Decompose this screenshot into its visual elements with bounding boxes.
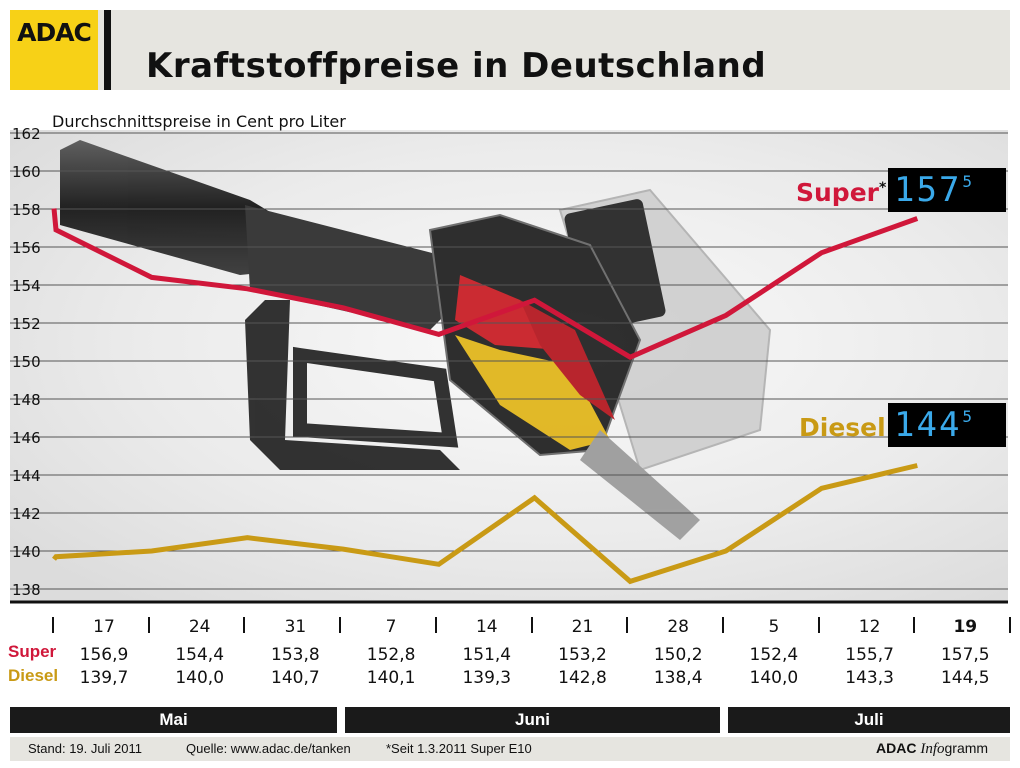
data-label-diesel: 140,1	[366, 668, 416, 688]
x-tick-label: 7	[385, 617, 397, 637]
column-divider-tick	[530, 617, 533, 633]
footer-stand: Stand: 19. Juli 2011	[28, 741, 142, 756]
x-tick-label: 12	[858, 617, 881, 637]
data-label-diesel: 142,8	[558, 668, 607, 688]
super-footnote-marker: *	[878, 180, 887, 196]
column-divider-tick	[1009, 617, 1011, 633]
column-divider-tick	[52, 617, 54, 633]
y-tick-label: 142	[12, 505, 41, 523]
y-tick-label: 156	[12, 239, 41, 257]
y-tick-label: 138	[12, 581, 41, 599]
chart-title: Kraftstoffpreise in Deutschland	[146, 46, 767, 86]
super-price-display: 1575	[888, 168, 1006, 212]
footer-note: *Seit 1.3.2011 Super E10	[386, 741, 532, 756]
data-label-diesel: 140,7	[271, 668, 320, 688]
data-label-super: 151,4	[462, 645, 512, 665]
x-tick-label: 21	[571, 617, 594, 637]
y-tick-label: 160	[12, 163, 41, 181]
x-tick-label: 5	[768, 617, 780, 637]
y-tick-label: 140	[12, 543, 41, 561]
data-label-super: 155,7	[845, 645, 894, 665]
data-label-diesel: 144,5	[940, 668, 990, 688]
column-divider-tick	[626, 617, 629, 633]
column-divider-tick	[913, 617, 916, 633]
y-tick-label: 152	[12, 315, 41, 333]
chart-subtitle: Durchschnittspreise in Cent pro Liter	[52, 112, 346, 131]
column-divider-tick	[243, 617, 246, 633]
x-tick-label: 14	[475, 617, 498, 637]
data-label-super: 152,8	[366, 645, 416, 665]
data-label-super: 153,2	[558, 645, 607, 665]
column-divider-tick	[434, 617, 437, 633]
header-bar	[10, 10, 1010, 90]
y-tick-label: 158	[12, 201, 41, 219]
data-label-super: 153,8	[271, 645, 320, 665]
x-tick-label: 17	[93, 617, 115, 637]
data-label-super: 152,4	[749, 645, 799, 665]
header-divider	[104, 10, 111, 90]
data-label-super: 156,9	[79, 645, 129, 665]
month-label-juli: Juli	[728, 707, 1010, 733]
month-label-juni: Juni	[345, 707, 720, 733]
y-tick-label: 162	[12, 125, 41, 143]
column-divider-tick	[721, 617, 724, 633]
adac-infogramm-brand: ADAC Infogramm	[876, 740, 989, 757]
diesel-price-display: 1445	[888, 403, 1006, 447]
column-divider-tick	[817, 617, 820, 633]
column-divider-tick	[147, 617, 150, 633]
x-tick-label: 31	[284, 617, 307, 637]
y-tick-label: 146	[12, 429, 41, 447]
adac-logo: ADAC	[10, 10, 98, 90]
logo-text: ADAC	[17, 18, 92, 47]
data-label-super: 157,5	[940, 645, 990, 665]
x-tick-label: 19	[953, 617, 978, 637]
x-tick-label: 24	[188, 617, 211, 637]
table-row-label-diesel: Diesel	[8, 666, 59, 685]
data-label-diesel: 139,7	[79, 668, 129, 688]
data-label-diesel: 143,3	[845, 668, 894, 688]
footer-bar	[10, 737, 1010, 761]
y-tick-label: 150	[12, 353, 41, 371]
diesel-legend-label: Diesel	[799, 413, 886, 442]
column-divider-tick	[339, 617, 342, 633]
month-label-mai: Mai	[10, 707, 337, 733]
footer-source: Quelle: www.adac.de/tanken	[186, 741, 351, 756]
data-label-diesel: 138,4	[653, 668, 703, 688]
y-tick-label: 148	[12, 391, 41, 409]
data-label-diesel: 140,0	[749, 668, 799, 688]
data-label-diesel: 139,3	[462, 668, 512, 688]
y-tick-label: 144	[12, 467, 41, 485]
super-legend-label: Super*	[796, 178, 887, 207]
x-tick-label: 28	[667, 617, 689, 637]
data-label-super: 150,2	[653, 645, 703, 665]
table-row-label-super: Super	[8, 642, 57, 661]
data-label-super: 154,4	[175, 645, 225, 665]
data-label-diesel: 140,0	[175, 668, 225, 688]
y-tick-label: 154	[12, 277, 41, 295]
